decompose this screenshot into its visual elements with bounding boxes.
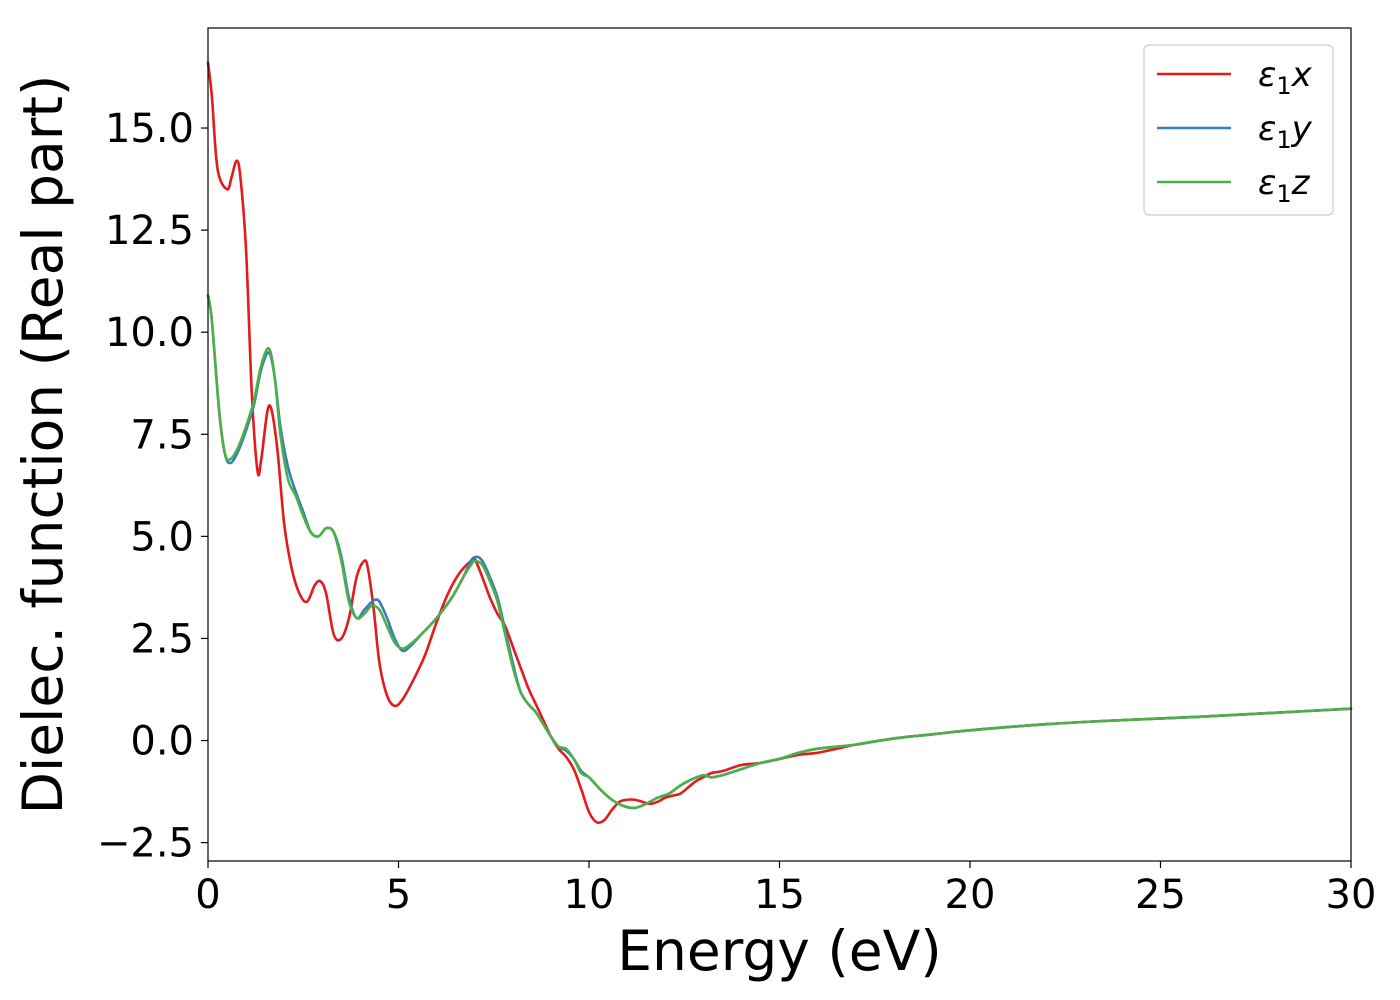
legend-label-suffix: x [1291, 55, 1313, 95]
series-line-z [206, 294, 1353, 810]
x-tick-label: 25 [1135, 872, 1186, 918]
y-tick-label: 15.0 [105, 106, 194, 152]
y-axis-title: Dielec. function (Real part) [11, 75, 75, 815]
y-tick-label: 12.5 [105, 208, 194, 254]
x-tick-label: 0 [195, 872, 220, 918]
x-tick-label: 15 [754, 872, 805, 918]
legend-label-base: ε [1258, 109, 1276, 149]
y-tick-label: 0.0 [130, 719, 194, 765]
legend-label-subscript: 1 [1276, 180, 1291, 208]
legend-label-base: ε [1258, 55, 1276, 95]
y-tick-label: 10.0 [105, 310, 194, 356]
y-tick-label: 2.5 [130, 616, 194, 662]
legend-label-y: ε1y [1258, 109, 1313, 154]
legend-label-subscript: 1 [1276, 72, 1291, 100]
series-layer [206, 61, 1353, 825]
x-tick-label: 10 [564, 872, 615, 918]
legend-label-suffix: y [1291, 109, 1313, 149]
x-tick-label: 30 [1326, 872, 1377, 918]
y-tick-label: 7.5 [130, 412, 194, 458]
legend-label-subscript: 1 [1276, 126, 1291, 154]
y-tick-label: −2.5 [97, 821, 194, 867]
legend-label-x: ε1x [1258, 55, 1313, 100]
legend-label-base: ε [1258, 163, 1276, 203]
plot-frame [207, 27, 1352, 862]
x-axis-title: Energy (eV) [617, 919, 941, 983]
legend-label-suffix: z [1291, 163, 1311, 203]
y-tick-label: 5.0 [130, 514, 194, 560]
tick-layer: 0 5 10 15 20 25 30 −2.5 0.0 2.5 5.0 7.5 10.0 12.5 15.0 [97, 106, 1377, 918]
series-line-x [206, 61, 1353, 825]
x-tick-label: 5 [386, 872, 411, 918]
legend-label-z: ε1z [1258, 163, 1311, 208]
legend-box [1143, 44, 1334, 216]
x-tick-label: 20 [945, 872, 996, 918]
